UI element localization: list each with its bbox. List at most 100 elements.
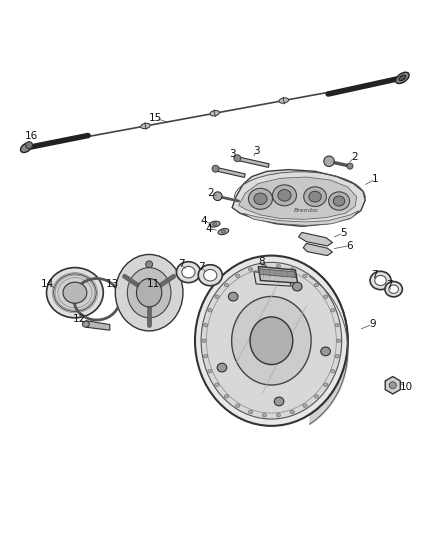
Ellipse shape	[278, 190, 291, 201]
Text: 12: 12	[73, 314, 86, 324]
Ellipse shape	[236, 404, 240, 407]
Text: 3: 3	[253, 146, 259, 156]
Text: 8: 8	[258, 257, 265, 267]
Text: 3: 3	[229, 149, 235, 159]
Text: 4: 4	[201, 216, 207, 225]
Ellipse shape	[210, 110, 219, 116]
Ellipse shape	[218, 229, 229, 235]
Ellipse shape	[276, 414, 281, 417]
Ellipse shape	[304, 187, 326, 206]
Ellipse shape	[203, 354, 208, 358]
Ellipse shape	[248, 268, 253, 271]
Ellipse shape	[293, 282, 302, 291]
Ellipse shape	[396, 72, 409, 84]
Ellipse shape	[262, 414, 267, 417]
Text: Brembo: Brembo	[294, 208, 319, 213]
Polygon shape	[232, 169, 365, 227]
Ellipse shape	[272, 185, 297, 206]
Ellipse shape	[141, 123, 150, 128]
Text: 10: 10	[400, 382, 413, 392]
Ellipse shape	[274, 397, 284, 406]
Ellipse shape	[399, 75, 406, 81]
Ellipse shape	[248, 188, 272, 209]
Ellipse shape	[224, 284, 229, 287]
Ellipse shape	[321, 347, 330, 356]
Ellipse shape	[217, 363, 227, 372]
Polygon shape	[303, 244, 332, 256]
Text: 7: 7	[386, 280, 392, 290]
Ellipse shape	[137, 279, 162, 307]
Text: 7: 7	[198, 262, 205, 271]
Text: 16: 16	[25, 131, 38, 141]
Ellipse shape	[204, 270, 217, 281]
Circle shape	[324, 156, 334, 166]
Ellipse shape	[336, 339, 341, 343]
Text: 14: 14	[41, 279, 54, 289]
Ellipse shape	[262, 264, 267, 268]
Text: 9: 9	[369, 319, 376, 329]
Ellipse shape	[333, 196, 345, 206]
Ellipse shape	[331, 309, 335, 312]
Ellipse shape	[232, 296, 311, 385]
Text: 13: 13	[106, 279, 119, 289]
Ellipse shape	[309, 191, 321, 202]
Ellipse shape	[335, 324, 339, 327]
Polygon shape	[243, 211, 359, 225]
Circle shape	[25, 142, 32, 149]
Ellipse shape	[236, 274, 240, 278]
Polygon shape	[236, 157, 269, 167]
Ellipse shape	[224, 394, 229, 398]
Ellipse shape	[203, 324, 208, 327]
Ellipse shape	[198, 265, 222, 286]
Ellipse shape	[177, 262, 201, 282]
Ellipse shape	[208, 309, 212, 312]
Circle shape	[389, 382, 396, 389]
Polygon shape	[258, 266, 297, 283]
Polygon shape	[214, 167, 245, 177]
Ellipse shape	[195, 256, 348, 426]
Text: 2: 2	[351, 152, 358, 163]
Ellipse shape	[254, 193, 267, 205]
Ellipse shape	[215, 383, 219, 386]
Ellipse shape	[215, 295, 219, 298]
Text: 7: 7	[371, 270, 378, 280]
Polygon shape	[259, 269, 296, 277]
Ellipse shape	[335, 354, 339, 358]
Ellipse shape	[228, 292, 238, 301]
Ellipse shape	[250, 317, 293, 365]
Text: 1: 1	[372, 174, 378, 184]
Ellipse shape	[303, 404, 307, 407]
Ellipse shape	[63, 282, 87, 303]
Ellipse shape	[276, 264, 281, 268]
Polygon shape	[86, 321, 110, 330]
Text: 5: 5	[340, 228, 347, 238]
Ellipse shape	[127, 268, 171, 318]
Circle shape	[146, 261, 152, 268]
Polygon shape	[254, 272, 291, 286]
Ellipse shape	[279, 98, 289, 103]
Text: 2: 2	[207, 188, 214, 198]
Ellipse shape	[331, 369, 335, 373]
Ellipse shape	[208, 369, 212, 373]
Polygon shape	[239, 177, 357, 220]
Ellipse shape	[385, 281, 403, 297]
Ellipse shape	[314, 394, 318, 398]
Ellipse shape	[370, 271, 391, 289]
Polygon shape	[298, 232, 332, 246]
Ellipse shape	[221, 230, 226, 233]
Ellipse shape	[115, 254, 183, 331]
Polygon shape	[385, 376, 400, 394]
Text: 11: 11	[147, 279, 160, 289]
Text: 4: 4	[206, 223, 212, 233]
Ellipse shape	[303, 274, 307, 278]
Ellipse shape	[212, 223, 217, 225]
Ellipse shape	[201, 262, 342, 419]
Ellipse shape	[290, 410, 294, 414]
Circle shape	[234, 155, 241, 161]
Ellipse shape	[375, 276, 386, 286]
Ellipse shape	[53, 274, 96, 311]
Ellipse shape	[314, 284, 318, 287]
Circle shape	[347, 163, 353, 169]
Text: 15: 15	[149, 113, 162, 123]
Circle shape	[212, 165, 219, 172]
